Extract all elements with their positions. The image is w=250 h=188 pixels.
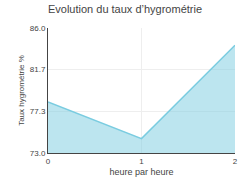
svg-text:0: 0: [46, 157, 51, 166]
svg-text:1: 1: [139, 157, 144, 166]
svg-text:77.3: 77.3: [30, 107, 46, 116]
svg-text:86.0: 86.0: [30, 24, 46, 33]
svg-text:heure par heure: heure par heure: [109, 167, 173, 177]
svg-text:2: 2: [233, 157, 238, 166]
svg-text:81.7: 81.7: [30, 65, 46, 74]
svg-text:Evolution du taux d’hygrométri: Evolution du taux d’hygrométrie: [48, 3, 202, 15]
svg-text:73.0: 73.0: [30, 149, 46, 158]
svg-text:Taux hygrométrie %: Taux hygrométrie %: [17, 55, 26, 126]
